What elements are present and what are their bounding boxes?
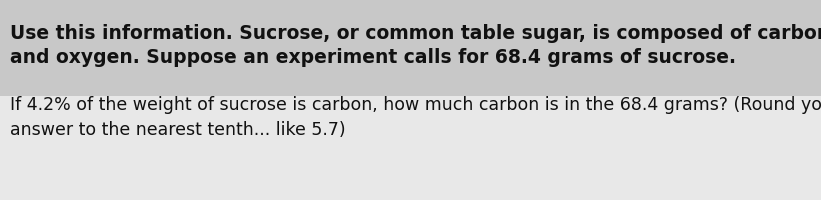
Bar xyxy=(0,96,821,200)
Text: If 4.2% of the weight of sucrose is carbon, how much carbon is in the 68.4 grams: If 4.2% of the weight of sucrose is carb… xyxy=(10,96,821,139)
Text: Use this information. Sucrose, or common table sugar, is composed of carbon, hyd: Use this information. Sucrose, or common… xyxy=(10,24,821,67)
